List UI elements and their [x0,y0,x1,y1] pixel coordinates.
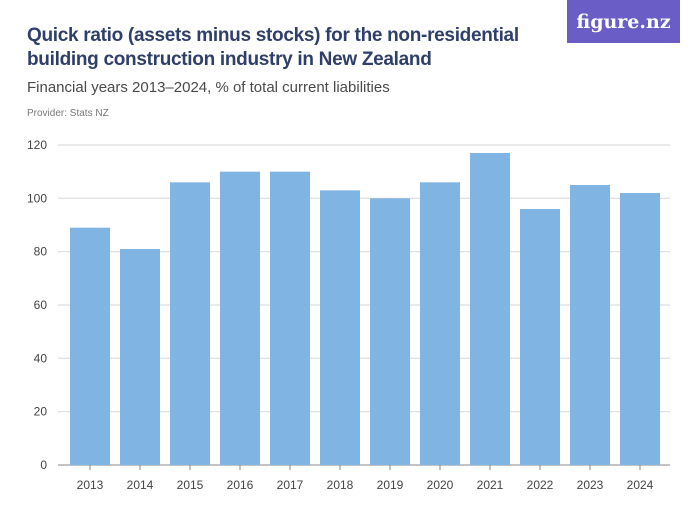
bar-2020 [420,182,460,466]
bar-2023 [570,185,610,465]
x-tick-label: 2023 [577,478,604,492]
x-tick-label: 2024 [627,478,654,492]
y-tick-label: 20 [34,405,48,419]
bar-2019 [370,198,410,466]
bar-2018 [320,190,360,466]
bar-2024 [620,193,660,465]
y-tick-label: 40 [34,351,48,365]
figurenz-logo[interactable]: figure.nz [567,0,680,43]
x-tick-label: 2015 [177,478,204,492]
y-tick-label: 0 [40,458,47,472]
y-tick-label: 60 [34,298,48,312]
x-tick-label: 2021 [477,478,504,492]
x-tick-label: 2017 [277,478,304,492]
x-tick-label: 2013 [77,478,104,492]
x-tick-label: 2019 [377,478,404,492]
bar-2016 [220,171,260,465]
provider-label: Provider: Stats NZ [27,108,109,119]
bar-2013 [70,227,110,465]
chart-title: Quick ratio (assets minus stocks) for th… [27,25,519,70]
x-tick-label: 2020 [427,478,454,492]
x-tick-label: 2018 [327,478,354,492]
bar-2015 [170,182,210,466]
x-tick-label: 2014 [127,478,154,492]
x-tick-label: 2022 [527,478,554,492]
chart-subtitle: Financial years 2013–2024, % of total cu… [27,79,390,96]
bar-2014 [120,249,160,465]
y-tick-label: 120 [27,138,47,152]
bar-2022 [520,209,560,465]
x-tick-label: 2016 [227,478,254,492]
y-tick-label: 80 [34,245,48,259]
y-tick-label: 100 [27,191,47,205]
bar-2021 [470,153,510,465]
bar-2017 [270,171,310,465]
